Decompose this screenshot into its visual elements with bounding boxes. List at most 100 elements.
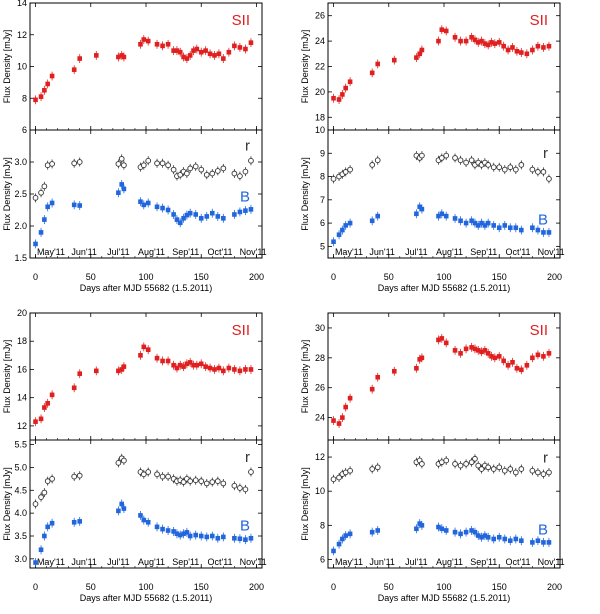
data-point: [491, 536, 497, 542]
plot-frame: [29, 312, 263, 441]
data-point: [479, 534, 484, 540]
chart-panel-7: 0 50 100 150 200 6 8 10 12 Flux Density [mJy] May'…: [300, 439, 565, 592]
data-point: [485, 464, 492, 471]
data-point: [452, 348, 458, 353]
data-point: [184, 361, 190, 367]
data-point: [336, 421, 342, 426]
data-point: [165, 358, 171, 364]
y-tick-label: 9: [320, 148, 325, 158]
data-point: [42, 217, 47, 222]
data-point: [331, 548, 336, 554]
y-tick-label: 8: [22, 93, 27, 103]
data-point: [419, 461, 425, 467]
data-point: [519, 50, 524, 55]
data-point: [237, 209, 243, 215]
data-point: [458, 218, 463, 224]
x-tick-label: 0: [331, 582, 336, 592]
data-point: [463, 159, 469, 166]
data-point: [443, 28, 449, 34]
data-point: [181, 531, 186, 537]
month-label: May'11: [37, 557, 65, 567]
data-point: [507, 466, 514, 472]
data-point: [45, 81, 50, 87]
y-tick-label: 14: [17, 0, 27, 8]
data-point: [347, 531, 353, 537]
data-point: [248, 207, 254, 212]
data-point: [41, 183, 48, 190]
data-point: [458, 38, 463, 44]
month-label: Jul'11: [405, 247, 428, 257]
data-point: [42, 88, 47, 93]
data-point: [33, 560, 38, 565]
data-point: [38, 189, 44, 196]
data-point: [184, 530, 190, 535]
data-point: [414, 55, 419, 60]
data-point: [248, 469, 254, 475]
data-point: [184, 170, 190, 177]
data-point: [243, 46, 248, 52]
data-point: [514, 48, 520, 54]
data-point: [38, 416, 44, 422]
data-point: [212, 53, 217, 58]
data-point: [375, 213, 381, 219]
data-point: [535, 469, 541, 476]
chart-panel-3: 0 50 100 150 200 5 6 7 8 9 10 Flux Density [mJy] May…: [300, 125, 565, 282]
month-label: Jul'11: [405, 557, 428, 567]
data-point: [154, 41, 160, 47]
data-point: [121, 54, 127, 60]
data-point: [472, 529, 478, 535]
data-point: [510, 45, 515, 50]
month-label: Jul'11: [107, 247, 130, 257]
data-point: [138, 199, 143, 204]
data-point: [209, 533, 215, 539]
plot-frame: [327, 312, 561, 441]
data-point: [242, 168, 249, 175]
data-point: [546, 540, 552, 545]
data-point: [541, 354, 546, 359]
x-tick-label: 200: [249, 582, 264, 592]
data-point: [243, 208, 248, 213]
plot-frame: [29, 2, 263, 131]
data-point: [336, 474, 342, 481]
y-tick-label: 26: [315, 11, 325, 21]
data-point: [187, 533, 193, 539]
data-point: [237, 368, 243, 374]
x-tick-label: 50: [384, 582, 394, 592]
data-point: [145, 519, 151, 525]
data-point: [187, 360, 193, 365]
data-point: [209, 479, 216, 485]
x-tick-label: 150: [492, 272, 507, 282]
month-label: May'11: [37, 247, 65, 257]
data-point: [145, 38, 151, 44]
data-point: [76, 159, 83, 165]
data-point: [374, 464, 381, 471]
data-point: [177, 532, 183, 538]
series-B: B: [331, 519, 552, 556]
data-point: [141, 202, 147, 208]
y-tick-label: 4.5: [14, 485, 27, 495]
data-point: [248, 40, 254, 45]
data-point: [482, 533, 488, 538]
series-SII: SII: [331, 322, 552, 429]
data-point: [414, 526, 419, 532]
data-point: [138, 513, 143, 518]
data-point: [220, 480, 227, 487]
data-point: [375, 528, 381, 533]
data-point: [535, 538, 541, 543]
data-point: [343, 404, 348, 410]
data-point: [535, 43, 541, 49]
data-point: [463, 346, 469, 352]
data-point: [243, 367, 248, 372]
data-point: [340, 92, 345, 97]
y-axis-label: Flux Density [mJy]: [2, 467, 12, 541]
series-B: B: [33, 179, 254, 249]
data-point: [45, 204, 50, 210]
series-B: B: [33, 499, 254, 567]
data-point: [221, 534, 226, 540]
data-point: [159, 160, 166, 167]
data-point: [519, 227, 524, 233]
data-point: [170, 166, 177, 173]
x-tick-label: 100: [436, 272, 451, 282]
data-point: [530, 355, 535, 361]
